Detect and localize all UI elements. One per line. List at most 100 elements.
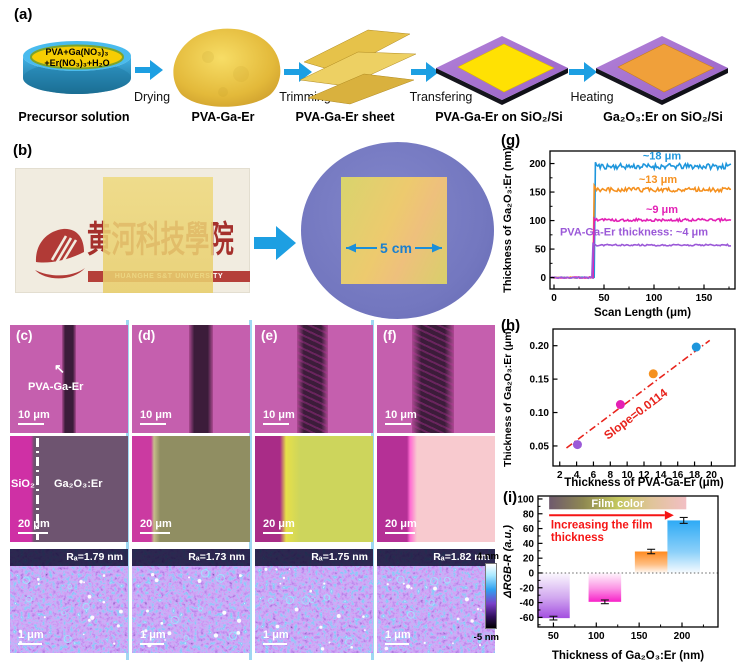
panel-g-label: (g) bbox=[501, 132, 521, 149]
boundary-dash-dot-line bbox=[36, 438, 39, 540]
svg-text:60: 60 bbox=[523, 524, 535, 535]
arrow-right-icon bbox=[135, 60, 163, 80]
scale-bar-text: 10 μm bbox=[140, 409, 172, 421]
wafer-dimension-annotation: 5 cm bbox=[346, 240, 442, 256]
scale-bar-text: 20 μm bbox=[385, 518, 417, 530]
chart-h-thickness-correlation: Slope=0.0114 2 4 6 8 10 12 14 16 18 20 0.05 0.10 0.15… bbox=[502, 328, 736, 489]
scale-bar-line bbox=[140, 532, 170, 534]
pva-ga-er-annotation: PVA-Ga-Er bbox=[28, 381, 84, 393]
scale-bar-text: 1 μm bbox=[18, 629, 44, 641]
svg-text:4: 4 bbox=[574, 470, 580, 481]
svg-text:0: 0 bbox=[540, 273, 546, 284]
svg-text:16: 16 bbox=[672, 470, 684, 481]
scale-bar-line bbox=[18, 532, 48, 534]
dish-formula-line2: +Er(NO₃)₃+H₂O bbox=[44, 58, 109, 68]
scale-bar-text: 20 μm bbox=[263, 518, 295, 530]
svg-text:150: 150 bbox=[529, 188, 546, 199]
micrograph-d-optical-20um: 20 μm bbox=[132, 436, 250, 542]
svg-text:150: 150 bbox=[631, 631, 648, 642]
afm-height-colorbar bbox=[485, 563, 497, 629]
afm-image-c: Rₐ=1.79 nm 1 μm bbox=[10, 549, 128, 653]
svg-text:6: 6 bbox=[591, 470, 597, 481]
svg-text:14: 14 bbox=[655, 470, 667, 481]
scale-bar-text: 20 μm bbox=[18, 518, 50, 530]
scale-bar-text: 1 μm bbox=[385, 629, 411, 641]
scale-bar-text: 10 μm bbox=[263, 409, 295, 421]
panel-a-label: (a) bbox=[14, 6, 33, 23]
svg-text:Thickness of Ga₂O₃:Er (nm): Thickness of Ga₂O₃:Er (nm) bbox=[552, 650, 704, 662]
micrograph-c-optical-20um: SiO₂ Ga₂O₃:Er 20 μm bbox=[10, 436, 128, 542]
scale-bar-line bbox=[18, 643, 42, 645]
item-ga2o3-on-sio2-label: Ga₂O₃:Er on SiO₂/Si bbox=[603, 110, 723, 124]
scale-bar-line bbox=[385, 423, 411, 425]
afm-image-f: Rₐ=1.82 nm 1 μm bbox=[377, 549, 495, 653]
ga2o3-annotation: Ga₂O₃:Er bbox=[54, 478, 103, 490]
colorbar-max-label: 4 nm bbox=[476, 551, 499, 562]
svg-text:2: 2 bbox=[557, 470, 563, 481]
micrograph-c-optical-10um: (c) ↖ PVA-Ga-Er 10 μm bbox=[10, 325, 128, 433]
panel-d-label: (d) bbox=[138, 328, 156, 343]
scale-bar-line bbox=[263, 643, 287, 645]
svg-text:0.20: 0.20 bbox=[530, 341, 550, 352]
svg-text:200: 200 bbox=[674, 631, 691, 642]
step-transfering-label: Transfering bbox=[409, 90, 473, 104]
svg-text:0.05: 0.05 bbox=[530, 441, 550, 452]
svg-text:100: 100 bbox=[588, 631, 605, 642]
roughness-banner: Rₐ=1.75 nm bbox=[255, 549, 373, 566]
svg-text:10: 10 bbox=[622, 470, 634, 481]
svg-text:Scan Length (μm): Scan Length (μm) bbox=[594, 307, 691, 319]
svg-text:0: 0 bbox=[551, 293, 557, 304]
scale-bar-line bbox=[140, 643, 164, 645]
svg-text:8: 8 bbox=[608, 470, 614, 481]
svg-text:ΔRGB-R (a.u.): ΔRGB-R (a.u.) bbox=[502, 525, 514, 599]
scale-bar-line bbox=[18, 423, 44, 425]
panel-f-label: (f) bbox=[383, 328, 397, 343]
svg-text:100: 100 bbox=[517, 494, 534, 505]
micrograph-f-optical-10um: (f) 10 μm bbox=[377, 325, 495, 433]
svg-text:50: 50 bbox=[548, 631, 560, 642]
wafer-photo: 5 cm bbox=[301, 142, 494, 319]
micrograph-e-optical-10um: (e) 10 μm bbox=[255, 325, 373, 433]
arrow-right-icon bbox=[254, 226, 296, 260]
svg-text:-60: -60 bbox=[520, 613, 535, 624]
wafer-dimension-text: 5 cm bbox=[380, 240, 412, 256]
svg-text:20: 20 bbox=[523, 554, 535, 565]
sio2-annotation: SiO₂ bbox=[11, 478, 35, 490]
svg-text:12: 12 bbox=[638, 470, 650, 481]
scale-bar-text: 10 μm bbox=[18, 409, 50, 421]
svg-text:50: 50 bbox=[598, 293, 610, 304]
chart-g-thickness-profiles: ~18 μm ~13 μm ~9 μm PVA-Ga-Er thickness: ~4… bbox=[502, 147, 736, 319]
micrograph-d-optical-10um: (d) 10 μm bbox=[132, 325, 250, 433]
micrograph-f-optical-20um: 20 μm bbox=[377, 436, 495, 542]
panel-c-label: (c) bbox=[16, 328, 33, 343]
afm-surface-image bbox=[10, 549, 128, 653]
dish-formula-line1: PVA+Ga(NO₃)₃ bbox=[46, 47, 109, 57]
scale-bar-line bbox=[263, 532, 293, 534]
film-stripe bbox=[189, 325, 213, 433]
svg-text:Thickness of PVA-Ga-Er (μm): Thickness of PVA-Ga-Er (μm) bbox=[564, 477, 724, 489]
panel-b-label: (b) bbox=[13, 142, 33, 159]
panel-e-label: (e) bbox=[261, 328, 278, 343]
column-divider bbox=[249, 320, 252, 660]
svg-text:200: 200 bbox=[529, 159, 546, 170]
svg-text:Film color: Film color bbox=[591, 498, 644, 510]
svg-text:0.10: 0.10 bbox=[530, 408, 550, 419]
micrograph-e-optical-20um: 20 μm bbox=[255, 436, 373, 542]
svg-text:Thickness of Ga₂O₃:Er (nm): Thickness of Ga₂O₃:Er (nm) bbox=[502, 147, 514, 293]
svg-text:~9 μm: ~9 μm bbox=[646, 204, 678, 216]
item-pva-ga-er-label: PVA-Ga-Er bbox=[191, 110, 255, 124]
svg-text:Thickness of Ga₂O₃:Er (μm): Thickness of Ga₂O₃:Er (μm) bbox=[502, 328, 514, 467]
colorbar-min-label: -5 nm bbox=[473, 632, 499, 643]
afm-image-d: Rₐ=1.73 nm 1 μm bbox=[132, 549, 250, 653]
svg-text:0: 0 bbox=[528, 568, 534, 579]
svg-text:Slope=0.0114: Slope=0.0114 bbox=[601, 385, 670, 442]
step-heating-label: Heating bbox=[570, 90, 614, 104]
scale-bar-text: 1 μm bbox=[263, 629, 289, 641]
svg-text:150: 150 bbox=[696, 293, 713, 304]
svg-text:100: 100 bbox=[646, 293, 663, 304]
panel-i-label: (i) bbox=[503, 489, 518, 506]
svg-text:~13 μm: ~13 μm bbox=[639, 174, 677, 186]
film-on-wafer bbox=[341, 177, 447, 284]
